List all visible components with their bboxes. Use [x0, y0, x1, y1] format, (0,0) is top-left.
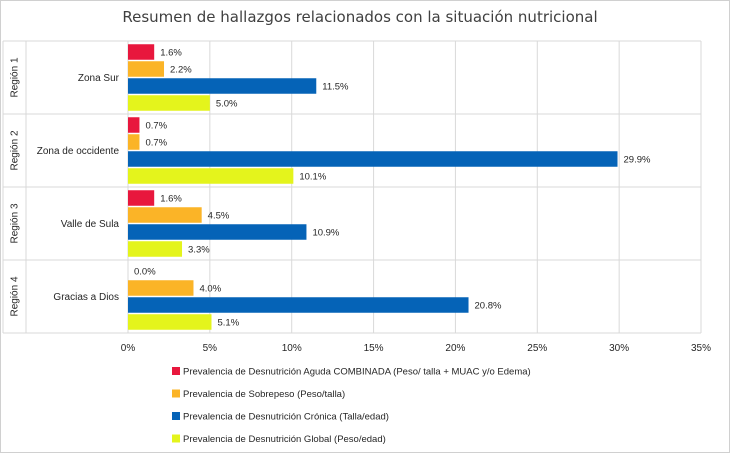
region-label: Región 3 [10, 203, 21, 243]
data-label: 10.9% [312, 228, 339, 239]
bar [128, 78, 317, 94]
bar [128, 117, 140, 133]
category-label: Zona de occidente [37, 146, 120, 157]
bar [128, 280, 194, 296]
x-tick-label: 25% [527, 343, 547, 354]
data-label: 4.5% [208, 211, 230, 222]
category-label: Zona Sur [78, 73, 120, 84]
legend-label: Prevalencia de Sobrepeso (Peso/talla) [183, 389, 345, 400]
legend-swatch [172, 412, 180, 420]
x-tick-label: 20% [445, 343, 465, 354]
legend-swatch [172, 434, 180, 443]
x-tick-label: 15% [364, 343, 384, 354]
data-label: 0.7% [145, 138, 167, 149]
data-label: 0.0% [134, 267, 156, 278]
category-label: Valle de Sula [61, 219, 120, 230]
category-label: Gracias a Dios [53, 292, 119, 303]
bar [128, 151, 618, 167]
bar [128, 314, 212, 330]
bar [128, 44, 155, 60]
data-label: 3.3% [188, 245, 210, 256]
x-tick-label: 35% [691, 343, 711, 354]
region-label: Región 4 [10, 276, 21, 316]
bar [128, 61, 165, 77]
data-label: 10.1% [299, 172, 326, 183]
data-label: 29.9% [624, 155, 651, 166]
bar [128, 95, 210, 111]
data-label: 20.8% [475, 301, 502, 312]
x-tick-label: 10% [282, 343, 302, 354]
x-tick-label: 30% [609, 343, 629, 354]
x-tick-label: 0% [121, 343, 136, 354]
data-label: 5.1% [217, 318, 239, 329]
data-label: 2.2% [170, 65, 192, 76]
legend-label: Prevalencia de Desnutrición Aguda COMBIN… [183, 367, 531, 378]
bar [128, 241, 183, 257]
legend-label: Prevalencia de Desnutrición Global (Peso… [183, 434, 386, 445]
data-label: 1.6% [160, 48, 182, 59]
legend-label: Prevalencia de Desnutrición Crónica (Tal… [183, 412, 389, 423]
legend-swatch [172, 389, 180, 398]
bar [128, 168, 294, 184]
chart-title: Resumen de hallazgos relacionados con la… [122, 8, 597, 26]
x-tick-label: 5% [203, 343, 218, 354]
bar [128, 224, 307, 240]
region-label: Región 1 [10, 57, 21, 97]
legend-swatch [172, 367, 180, 375]
data-label: 0.7% [145, 121, 167, 132]
bar [128, 207, 202, 223]
data-label: 11.5% [322, 82, 349, 93]
bar [128, 134, 140, 150]
data-label: 4.0% [199, 284, 221, 295]
bar [128, 297, 469, 313]
data-label: 5.0% [216, 99, 238, 110]
bar [128, 190, 155, 206]
region-label: Región 2 [10, 130, 21, 170]
data-label: 1.6% [160, 194, 182, 205]
